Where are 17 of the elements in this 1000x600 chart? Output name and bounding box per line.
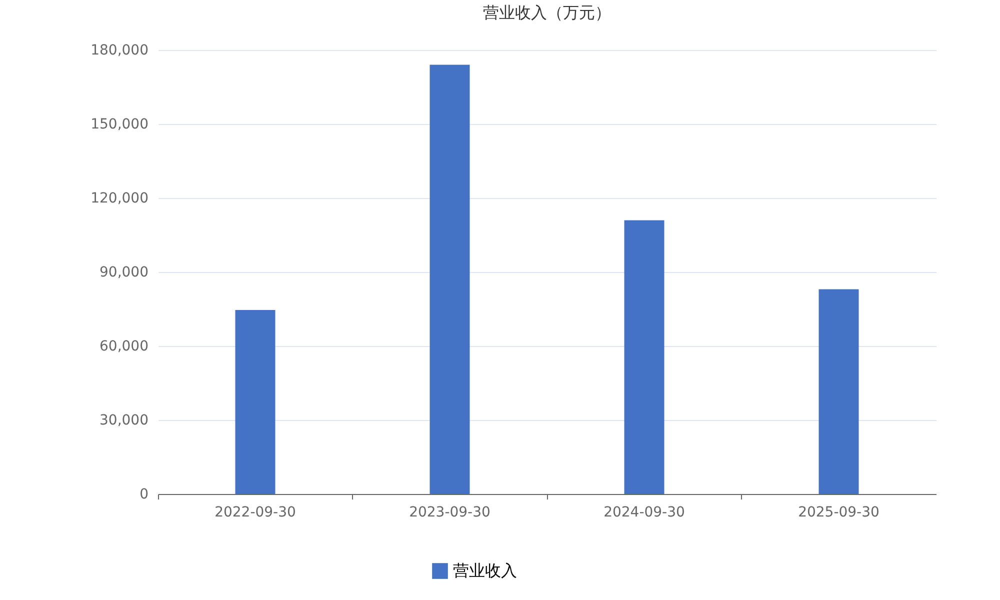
y-tick-label: 0: [140, 486, 148, 502]
x-tick-label: 2022-09-30: [214, 504, 296, 520]
y-tick-label: 30,000: [100, 412, 148, 428]
y-tick-label: 120,000: [90, 190, 148, 206]
y-tick-label: 90,000: [100, 264, 148, 280]
bar: [818, 289, 859, 494]
y-tick-label: 180,000: [90, 42, 148, 58]
bar: [235, 310, 276, 494]
bar: [430, 64, 470, 494]
legend-label: 营业收入: [453, 561, 517, 580]
y-tick-label: 150,000: [90, 116, 148, 132]
x-tick-label: 2025-09-30: [798, 504, 880, 520]
y-tick-label: 60,000: [100, 338, 148, 354]
x-tick-label: 2023-09-30: [409, 504, 490, 520]
chart-title: 营业收入（万元）: [483, 3, 611, 22]
bar: [624, 220, 664, 494]
x-tick-label: 2024-09-30: [604, 504, 685, 520]
